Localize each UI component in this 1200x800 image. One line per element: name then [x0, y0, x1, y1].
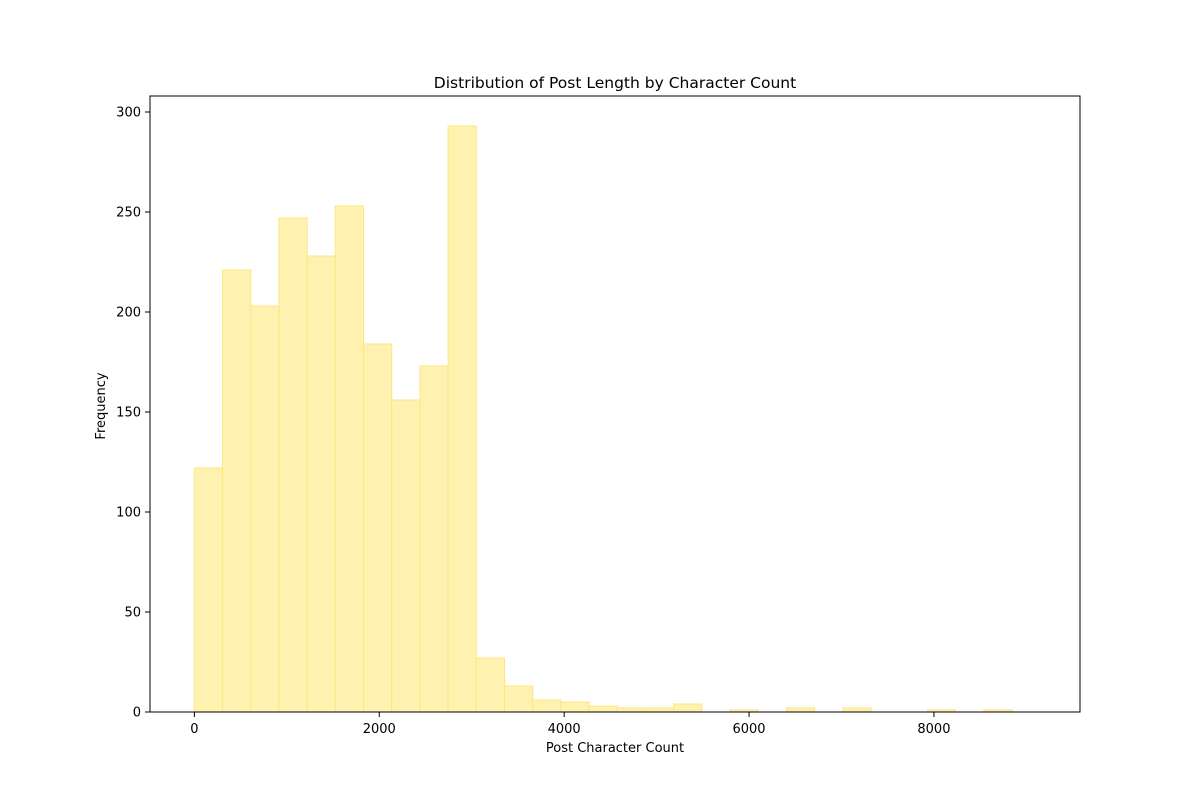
- y-tick-label: 300: [116, 106, 141, 121]
- histogram-bar: [842, 707, 872, 713]
- histogram-bar: [193, 467, 224, 713]
- plot-frame: [149, 95, 1081, 713]
- histogram-bar: [616, 707, 647, 713]
- histogram-bar: [645, 707, 675, 713]
- histogram-bar: [673, 703, 703, 713]
- histogram-bar: [532, 699, 562, 713]
- y-tick-label: 0: [133, 706, 141, 721]
- histogram-bar: [334, 205, 365, 713]
- histogram-bar: [419, 365, 449, 713]
- histogram-bar: [363, 343, 393, 713]
- y-tick-label: 50: [124, 606, 141, 621]
- x-axis-label: Post Character Count: [546, 741, 684, 756]
- x-tick-label: 0: [190, 722, 198, 737]
- chart-title: Distribution of Post Length by Character…: [434, 74, 796, 92]
- histogram-bar: [391, 399, 421, 713]
- histogram-bar: [250, 305, 280, 713]
- y-tick-label: 250: [116, 206, 141, 221]
- y-axis-label: Frequency: [94, 372, 109, 439]
- x-axis: 0 2000 4000 6000 8000: [190, 712, 950, 737]
- histogram-bar: [475, 657, 506, 713]
- histogram-bar: [504, 685, 534, 713]
- y-tick-label: 150: [116, 406, 141, 421]
- x-tick-label: 2000: [363, 722, 396, 737]
- x-tick-label: 4000: [548, 722, 581, 737]
- histogram-bar: [306, 255, 336, 713]
- histogram-bar: [588, 705, 618, 713]
- histogram-bar: [222, 269, 252, 713]
- x-tick-label: 6000: [732, 722, 765, 737]
- histogram-bar: [278, 217, 308, 713]
- x-tick-label: 8000: [917, 722, 950, 737]
- y-axis: 0 50 100 150 200 250 300: [116, 106, 150, 721]
- bars-group: [193, 125, 1013, 713]
- y-tick-label: 100: [116, 506, 141, 521]
- histogram-bar: [447, 125, 477, 713]
- histogram-bar: [785, 707, 816, 713]
- histogram-bar: [560, 701, 590, 713]
- y-tick-label: 200: [116, 306, 141, 321]
